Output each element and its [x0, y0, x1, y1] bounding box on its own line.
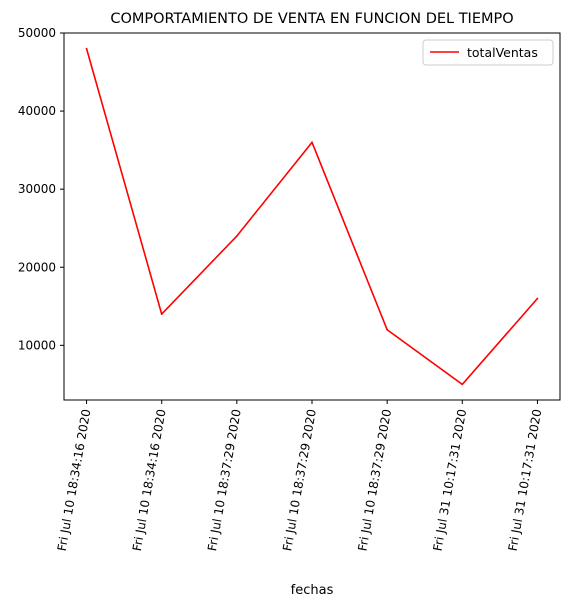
x-axis-label: fechas	[291, 583, 334, 598]
data-point	[235, 235, 238, 237]
data-point	[311, 141, 313, 144]
y-tick-label: 20000	[18, 260, 56, 274]
legend-label: totalVentas	[467, 45, 538, 60]
plot-area: 10000 20000 30000 40000 50000 Fri Jul 10 18:3…	[18, 26, 561, 552]
chart-title: COMPORTAMIENTO DE VENTA EN FUNCION DEL T…	[110, 11, 513, 27]
y-tick-label: 10000	[18, 338, 56, 352]
data-point	[386, 328, 389, 331]
data-point	[85, 47, 88, 50]
x-tick-label: Fri Jul 10 18:37:29 2020	[280, 408, 319, 552]
x-tick-label: Fri Jul 10 18:34:16 2020	[130, 408, 169, 552]
y-tick-label: 50000	[18, 26, 56, 40]
y-tick-label: 40000	[18, 104, 56, 118]
x-tick-label: Fri Jul 31 10:17:31 2020	[506, 408, 545, 552]
axes-frame	[63, 32, 561, 401]
x-tick-label: Fri Jul 10 18:34:16 2020	[55, 408, 94, 552]
x-tick-label: Fri Jul 31 10:17:31 2020	[431, 408, 470, 552]
legend: totalVentas	[422, 39, 554, 66]
series-line-totalVentas	[85, 48, 539, 386]
data-point	[160, 313, 163, 316]
legend-box	[422, 39, 554, 66]
x-tick-label: Fri Jul 10 18:37:29 2020	[355, 408, 394, 552]
y-tick-label: 30000	[18, 182, 56, 196]
x-tick-label: Fri Jul 10 18:37:29 2020	[205, 408, 244, 552]
data-point	[461, 383, 464, 386]
data-point	[536, 297, 539, 300]
